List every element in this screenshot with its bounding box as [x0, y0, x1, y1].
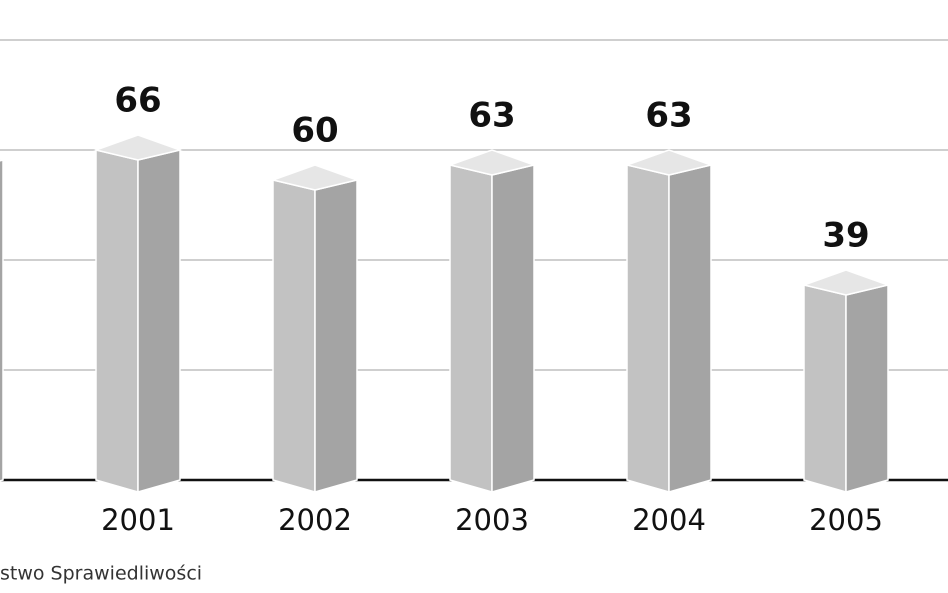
- bar-top-face: [93, 134, 183, 161]
- bar-right-face: [668, 164, 712, 493]
- bar: [624, 149, 714, 493]
- bar-top-face: [270, 164, 360, 191]
- bar: [447, 149, 537, 493]
- bar-left-face: [626, 164, 670, 493]
- bar-right-face: [137, 149, 181, 493]
- bar-right-face: [845, 284, 889, 493]
- bar-top-face: [801, 269, 891, 296]
- bar-left-face: [803, 284, 847, 493]
- bar: [801, 269, 891, 493]
- x-tick-label: 2005: [809, 503, 883, 537]
- value-label: 66: [114, 81, 161, 121]
- x-tick-label: 2002: [278, 503, 352, 537]
- bar-left-face: [95, 149, 139, 493]
- bar-top-face: [447, 149, 537, 176]
- bar-right-face: [0, 159, 4, 482]
- bar-right-face: [314, 179, 358, 493]
- bar: [93, 134, 183, 493]
- value-label: 60: [291, 111, 338, 151]
- bar: [270, 164, 360, 493]
- value-label: 63: [645, 96, 692, 136]
- bar-top-face: [624, 149, 714, 176]
- bar: [0, 158, 6, 482]
- bar-top-face: [0, 158, 6, 162]
- bar-left-face: [449, 164, 493, 493]
- value-label: 39: [822, 216, 869, 256]
- bar-left-face: [272, 179, 316, 493]
- x-tick-label: 2001: [101, 503, 175, 537]
- bar-right-face: [491, 164, 535, 493]
- x-tick-label: 2004: [632, 503, 706, 537]
- x-tick-label: 2003: [455, 503, 529, 537]
- source: stwo Sprawiedliwości: [0, 563, 202, 585]
- value-label: 63: [468, 96, 515, 136]
